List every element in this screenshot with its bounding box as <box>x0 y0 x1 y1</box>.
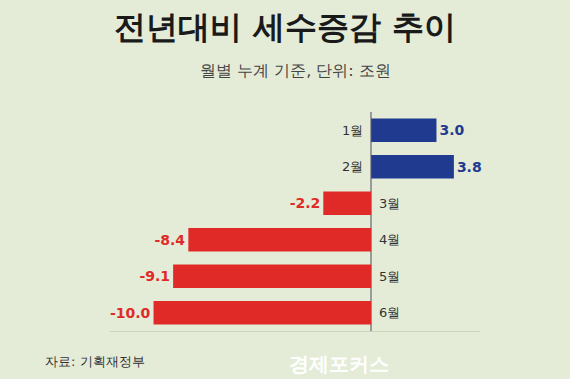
svg-text:-2.2: -2.2 <box>290 195 321 211</box>
svg-text:3.8: 3.8 <box>457 159 482 175</box>
svg-text:자료: 기획재정부: 자료: 기획재정부 <box>45 354 145 369</box>
svg-text:1월: 1월 <box>342 123 363 138</box>
svg-text:월별 누계 기준, 단위: 조원: 월별 누계 기준, 단위: 조원 <box>200 61 391 80</box>
svg-text:4월: 4월 <box>379 232 400 247</box>
svg-text:5월: 5월 <box>379 269 400 284</box>
svg-text:-10.0: -10.0 <box>110 305 151 321</box>
svg-text:-8.4: -8.4 <box>154 232 185 248</box>
svg-text:2월: 2월 <box>342 159 363 174</box>
svg-text:3월: 3월 <box>379 196 400 211</box>
svg-text:6월: 6월 <box>379 305 400 320</box>
svg-text:-9.1: -9.1 <box>139 268 170 284</box>
svg-text:전년대비 세수증감 추이: 전년대비 세수증감 추이 <box>114 8 456 46</box>
svg-text:경제포커스: 경제포커스 <box>289 352 389 376</box>
svg-text:3.0: 3.0 <box>439 122 464 138</box>
